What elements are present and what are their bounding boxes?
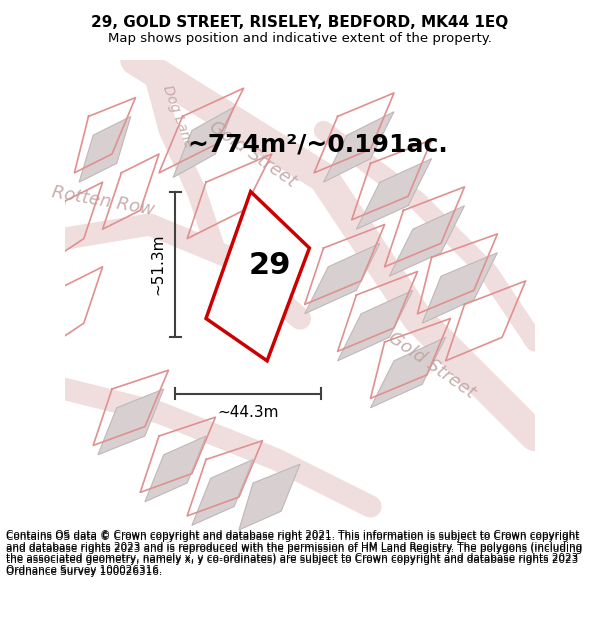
Text: Dog Lane: Dog Lane bbox=[160, 83, 196, 149]
Polygon shape bbox=[79, 116, 131, 182]
Text: ~44.3m: ~44.3m bbox=[218, 406, 279, 421]
Polygon shape bbox=[323, 112, 394, 182]
Text: Rotten Row: Rotten Row bbox=[50, 183, 155, 219]
Text: Contains OS data © Crown copyright and database right 2021. This information is : Contains OS data © Crown copyright and d… bbox=[6, 530, 582, 575]
Text: 29: 29 bbox=[249, 251, 291, 280]
Polygon shape bbox=[422, 253, 497, 323]
Text: Contains OS data © Crown copyright and database right 2021. This information is : Contains OS data © Crown copyright and d… bbox=[6, 532, 582, 577]
Polygon shape bbox=[145, 436, 206, 502]
Polygon shape bbox=[192, 459, 253, 525]
Polygon shape bbox=[389, 206, 464, 276]
Polygon shape bbox=[173, 107, 234, 178]
Polygon shape bbox=[371, 338, 446, 408]
Polygon shape bbox=[239, 464, 300, 530]
Text: Map shows position and indicative extent of the property.: Map shows position and indicative extent… bbox=[108, 32, 492, 45]
Polygon shape bbox=[206, 192, 310, 361]
Polygon shape bbox=[338, 290, 413, 361]
Text: Gold Street: Gold Street bbox=[206, 118, 300, 191]
Polygon shape bbox=[356, 159, 431, 229]
Text: 29, GOLD STREET, RISELEY, BEDFORD, MK44 1EQ: 29, GOLD STREET, RISELEY, BEDFORD, MK44 … bbox=[91, 15, 509, 30]
Text: ~51.3m: ~51.3m bbox=[150, 234, 165, 295]
Polygon shape bbox=[98, 389, 164, 455]
Polygon shape bbox=[305, 243, 380, 314]
Text: Gold Street: Gold Street bbox=[385, 329, 479, 402]
Text: ~774m²/~0.191ac.: ~774m²/~0.191ac. bbox=[187, 132, 448, 157]
